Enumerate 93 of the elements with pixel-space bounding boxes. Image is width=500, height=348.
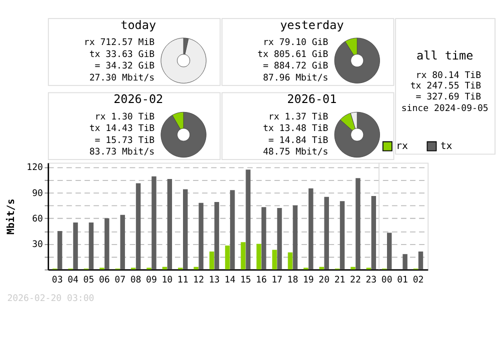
text: tx 805.61 GiB [258,50,329,60]
x-tick-label: 00 [381,276,392,286]
bar [288,252,293,270]
text: = 14.84 TiB [268,136,329,146]
bar [292,205,298,270]
chart-title: 2026-02 [114,92,164,106]
bar [386,232,392,270]
donut-slice [334,38,380,84]
bar [152,176,156,270]
x-tick-label: 15 [240,276,252,286]
y-axis-title: Mbit/s [4,198,17,235]
x-tick-label: 07 [114,276,126,286]
x-tick-label: 14 [224,276,236,286]
bar [214,202,220,270]
text: tx 247.55 TiB [410,82,482,92]
chart-title: today [120,18,156,32]
bar [88,222,94,270]
bar [308,188,314,270]
text: = 884.72 GiB [262,62,329,72]
bar [340,201,345,270]
x-tick-label: 04 [68,276,78,286]
y-tick-label: 90 [32,188,43,199]
bar [198,202,204,270]
x-tick-label: 22 [350,276,361,286]
text: = 34.32 GiB [94,62,156,72]
bar [194,266,198,270]
bar [104,218,110,270]
text: = 15.73 TiB [94,136,156,146]
text: rx 80.14 TiB [416,70,482,81]
text: rx 1.30 TiB [94,112,156,122]
legend-label: tx [440,140,452,152]
x-tick-label: 05 [83,276,94,286]
legend-label: rx [396,140,408,152]
bar [182,189,188,270]
bar [319,266,324,270]
donut-slice [160,112,206,158]
bar [230,190,235,270]
bar [371,196,376,270]
x-tick-label: 20 [318,276,330,286]
bar [167,178,172,270]
bar [272,250,277,270]
bar [350,266,356,270]
text: 83.73 Mbit/s [89,148,155,158]
text: tx 13.48 TiB [262,124,329,134]
bar [261,207,266,270]
text: since 2024-09-05 [401,104,488,114]
x-tick-label: 18 [287,276,298,286]
bar [73,222,78,270]
chart-title: 2026-01 [287,92,337,106]
donut-slice [334,112,380,158]
text: rx 79.10 GiB [262,38,329,48]
bar [57,231,62,270]
x-tick-label: 23 [366,276,377,286]
text: = 327.69 TiB [416,92,482,102]
bar [240,242,246,270]
x-tick-label: 17 [272,276,282,286]
bar [136,183,141,270]
bar [402,254,408,270]
x-tick-label: 12 [193,276,204,286]
bar [246,170,250,270]
text: all time [416,48,474,63]
bar [162,266,168,270]
text: 48.75 Mbit/s [262,148,328,158]
x-tick-label: 01 [397,276,408,286]
x-tick-label: 13 [208,276,220,286]
bar [418,252,424,270]
x-tick-label: 19 [302,276,314,286]
y-tick-label: 60 [32,214,43,224]
bar [277,208,282,270]
x-tick-label: 16 [256,276,267,286]
bar [120,214,125,270]
text: 27.30 Mbit/s [89,73,155,84]
text: rx 1.37 TiB [268,112,329,122]
bar [225,246,230,270]
x-tick-label: 03 [52,276,63,286]
x-tick-label: 10 [162,276,173,286]
x-tick-label: 09 [146,276,157,286]
text: rx 712.57 MiB [84,38,156,48]
text: tx 33.63 GiB [89,50,156,60]
bar [209,252,214,270]
x-tick-label: 11 [177,276,188,286]
bar [324,196,329,270]
text: 87.96 Mbit/s [262,73,328,84]
chart-title: yesterday [280,18,344,32]
x-tick-label: 02 [412,276,424,286]
bar [256,244,262,270]
x-tick-label: 21 [334,276,346,286]
y-tick-label: 120 [26,163,43,174]
x-tick-label: 06 [98,276,110,286]
bar [356,178,360,270]
text: tx 14.43 TiB [89,124,156,134]
x-tick-label: 08 [130,276,142,286]
y-tick-label: 30 [32,240,43,250]
